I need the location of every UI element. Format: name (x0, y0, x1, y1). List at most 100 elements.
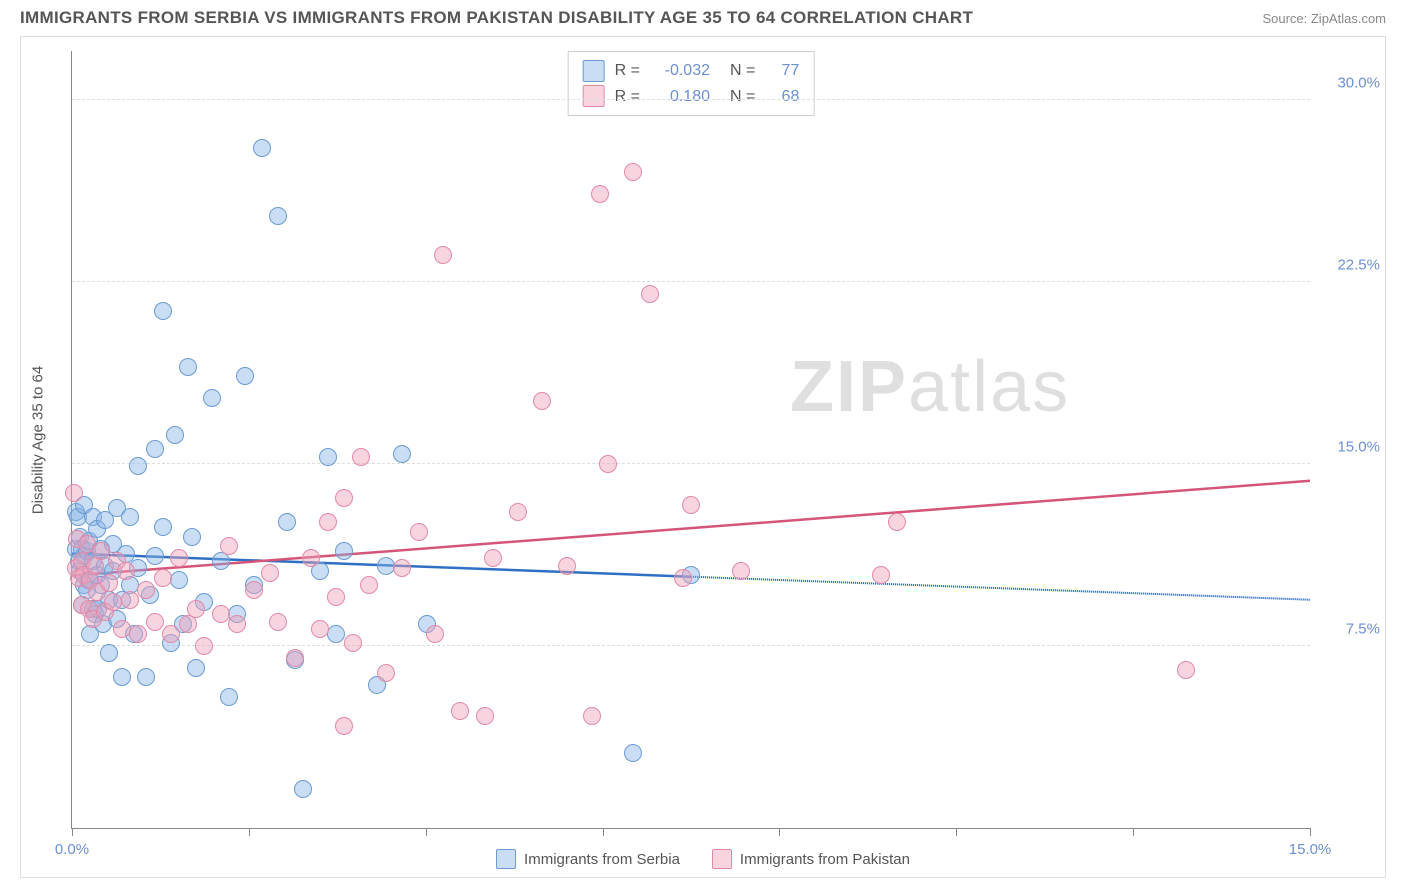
chart-container: Disability Age 35 to 64 ZIPatlas R =-0.0… (20, 36, 1386, 878)
data-point (195, 637, 213, 655)
x-tick (956, 828, 957, 836)
data-point (732, 562, 750, 580)
data-point (352, 448, 370, 466)
data-point (104, 593, 122, 611)
data-point (624, 744, 642, 762)
data-point (113, 620, 131, 638)
data-point (311, 620, 329, 638)
y-axis-label: Disability Age 35 to 64 (30, 365, 47, 513)
data-point (154, 302, 172, 320)
data-point (583, 707, 601, 725)
data-point (269, 207, 287, 225)
legend-swatch (496, 849, 516, 869)
legend-swatch (583, 85, 605, 107)
x-tick (1133, 828, 1134, 836)
data-point (533, 392, 551, 410)
data-point (129, 625, 147, 643)
data-point (641, 285, 659, 303)
data-point (302, 549, 320, 567)
legend-item: Immigrants from Pakistan (712, 849, 910, 869)
data-point (228, 615, 246, 633)
data-point (146, 613, 164, 631)
x-tick (603, 828, 604, 836)
x-tick (426, 828, 427, 836)
regression-lines (72, 51, 1310, 828)
data-point (187, 659, 205, 677)
y-tick-label: 30.0% (1320, 74, 1380, 91)
data-point (212, 605, 230, 623)
data-point (179, 358, 197, 376)
data-point (393, 559, 411, 577)
data-point (220, 537, 238, 555)
data-point (170, 549, 188, 567)
data-point (154, 518, 172, 536)
y-tick-label: 7.5% (1320, 620, 1380, 637)
series-legend: Immigrants from Serbia Immigrants from Pa… (21, 849, 1385, 869)
stats-row: R =0.180N =68 (583, 84, 800, 110)
data-point (100, 644, 118, 662)
legend-item: Immigrants from Serbia (496, 849, 680, 869)
legend-label: Immigrants from Serbia (524, 851, 680, 868)
data-point (509, 503, 527, 521)
data-point (170, 571, 188, 589)
source-label: Source: ZipAtlas.com (1262, 11, 1386, 26)
data-point (121, 591, 139, 609)
y-tick-label: 22.5% (1320, 256, 1380, 273)
data-point (253, 139, 271, 157)
gridline (72, 463, 1310, 464)
data-point (624, 163, 642, 181)
x-tick (249, 828, 250, 836)
data-point (426, 625, 444, 643)
data-point (146, 547, 164, 565)
data-point (203, 389, 221, 407)
x-tick (1310, 828, 1311, 836)
data-point (872, 566, 890, 584)
gridline (72, 281, 1310, 282)
data-point (682, 496, 700, 514)
y-tick-label: 15.0% (1320, 438, 1380, 455)
plot-area: Disability Age 35 to 64 ZIPatlas R =-0.0… (71, 51, 1310, 829)
data-point (335, 542, 353, 560)
data-point (344, 634, 362, 652)
data-point (92, 542, 110, 560)
data-point (377, 664, 395, 682)
legend-swatch (583, 60, 605, 82)
data-point (451, 702, 469, 720)
legend-swatch (712, 849, 732, 869)
data-point (888, 513, 906, 531)
watermark: ZIPatlas (790, 346, 1070, 428)
gridline (72, 99, 1310, 100)
data-point (137, 581, 155, 599)
data-point (393, 445, 411, 463)
data-point (261, 564, 279, 582)
data-point (335, 489, 353, 507)
data-point (137, 668, 155, 686)
data-point (117, 562, 135, 580)
data-point (129, 457, 147, 475)
legend-label: Immigrants from Pakistan (740, 851, 910, 868)
data-point (269, 613, 287, 631)
stats-row: R =-0.032N =77 (583, 58, 800, 84)
data-point (360, 576, 378, 594)
x-tick (779, 828, 780, 836)
data-point (377, 557, 395, 575)
x-tick (72, 828, 73, 836)
data-point (294, 780, 312, 798)
data-point (327, 588, 345, 606)
data-point (410, 523, 428, 541)
data-point (674, 569, 692, 587)
data-point (434, 246, 452, 264)
data-point (121, 508, 139, 526)
data-point (236, 367, 254, 385)
data-point (599, 455, 617, 473)
data-point (187, 600, 205, 618)
data-point (319, 448, 337, 466)
data-point (327, 625, 345, 643)
data-point (476, 707, 494, 725)
data-point (154, 569, 172, 587)
data-point (335, 717, 353, 735)
data-point (113, 668, 131, 686)
data-point (146, 440, 164, 458)
data-point (100, 574, 118, 592)
data-point (319, 513, 337, 531)
